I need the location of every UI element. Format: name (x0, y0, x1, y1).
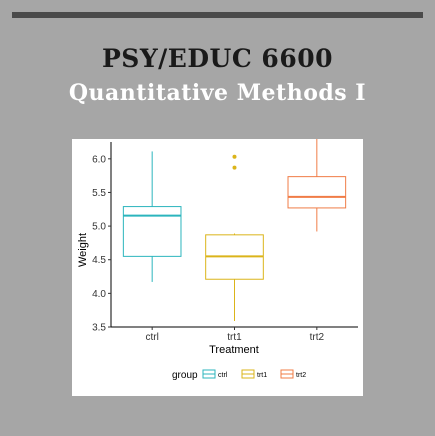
legend-item-trt2: trt2 (280, 369, 306, 379)
y-tick-label: 3.5 (92, 323, 106, 334)
course-code-title: PSY/EDUC 6600 (101, 44, 334, 73)
axes: 3.5 4.0 4.5 5.0 5.5 6.0 ctrl trt1 trt2 (92, 142, 358, 343)
x-tick-label: trt2 (310, 332, 325, 343)
box-body (287, 176, 347, 209)
legend-label: trt2 (296, 372, 306, 379)
legend-item-trt1: trt1 (241, 369, 267, 379)
legend: group ctrl trt1 trt2 (172, 369, 306, 381)
legend-item-ctrl: ctrl (202, 369, 228, 379)
box-body (122, 206, 182, 257)
y-tick-label: 6.0 (92, 154, 106, 165)
box-ctrl (122, 151, 182, 282)
legend-label: ctrl (218, 372, 228, 379)
outlier-point (232, 154, 237, 159)
y-tick-label: 5.0 (92, 222, 106, 233)
boxes (122, 137, 347, 321)
y-tick-label: 4.0 (92, 289, 106, 300)
box-trt2 (287, 137, 347, 232)
boxplot-chart: 3.5 4.0 4.5 5.0 5.5 6.0 ctrl trt1 trt2 Weight Tr… (77, 137, 358, 381)
x-axis-label: Treatment (209, 344, 259, 356)
legend-title: group (172, 370, 198, 381)
x-tick-label: trt1 (227, 332, 242, 343)
y-tick-label: 4.5 (92, 255, 106, 266)
y-tick-label: 5.5 (92, 188, 106, 199)
top-divider (12, 12, 423, 18)
box-trt1 (205, 154, 264, 321)
x-tick-label: ctrl (145, 332, 158, 343)
chart-panel: 3.5 4.0 4.5 5.0 5.5 6.0 ctrl trt1 trt2 Weight Tr… (72, 137, 363, 396)
y-axis-label: Weight (77, 233, 89, 267)
course-name-subtitle: Quantitative Methods I (68, 80, 367, 106)
legend-label: trt1 (257, 372, 267, 379)
outlier-point (232, 165, 237, 170)
